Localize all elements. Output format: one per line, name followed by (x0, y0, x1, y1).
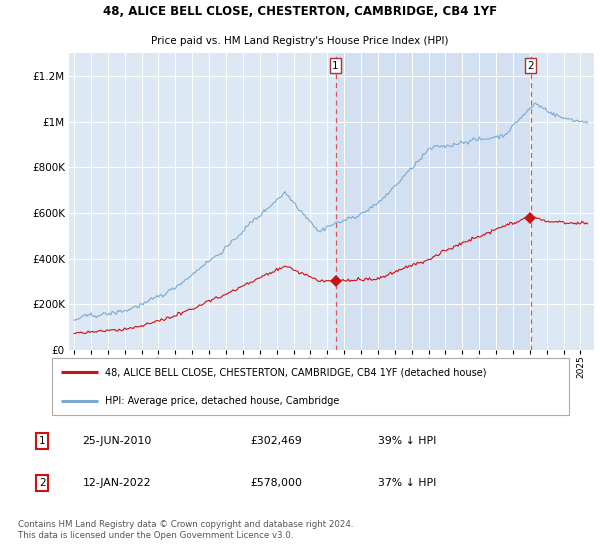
Text: 48, ALICE BELL CLOSE, CHESTERTON, CAMBRIDGE, CB4 1YF: 48, ALICE BELL CLOSE, CHESTERTON, CAMBRI… (103, 5, 497, 18)
Text: HPI: Average price, detached house, Cambridge: HPI: Average price, detached house, Camb… (105, 395, 339, 405)
Text: Contains HM Land Registry data © Crown copyright and database right 2024.
This d: Contains HM Land Registry data © Crown c… (18, 520, 353, 540)
Bar (335, 53, 530, 350)
Text: 2: 2 (39, 478, 46, 488)
Text: 2: 2 (527, 60, 534, 71)
Text: 25-JUN-2010: 25-JUN-2010 (82, 436, 152, 446)
Text: £578,000: £578,000 (251, 478, 303, 488)
Text: Price paid vs. HM Land Registry's House Price Index (HPI): Price paid vs. HM Land Registry's House … (151, 36, 449, 46)
Text: 1: 1 (332, 60, 339, 71)
FancyBboxPatch shape (52, 358, 569, 415)
Text: 1: 1 (39, 436, 46, 446)
Text: 48, ALICE BELL CLOSE, CHESTERTON, CAMBRIDGE, CB4 1YF (detached house): 48, ALICE BELL CLOSE, CHESTERTON, CAMBRI… (105, 367, 486, 377)
Text: 39% ↓ HPI: 39% ↓ HPI (378, 436, 436, 446)
Text: 37% ↓ HPI: 37% ↓ HPI (378, 478, 436, 488)
Text: 12-JAN-2022: 12-JAN-2022 (82, 478, 151, 488)
Text: £302,469: £302,469 (251, 436, 302, 446)
